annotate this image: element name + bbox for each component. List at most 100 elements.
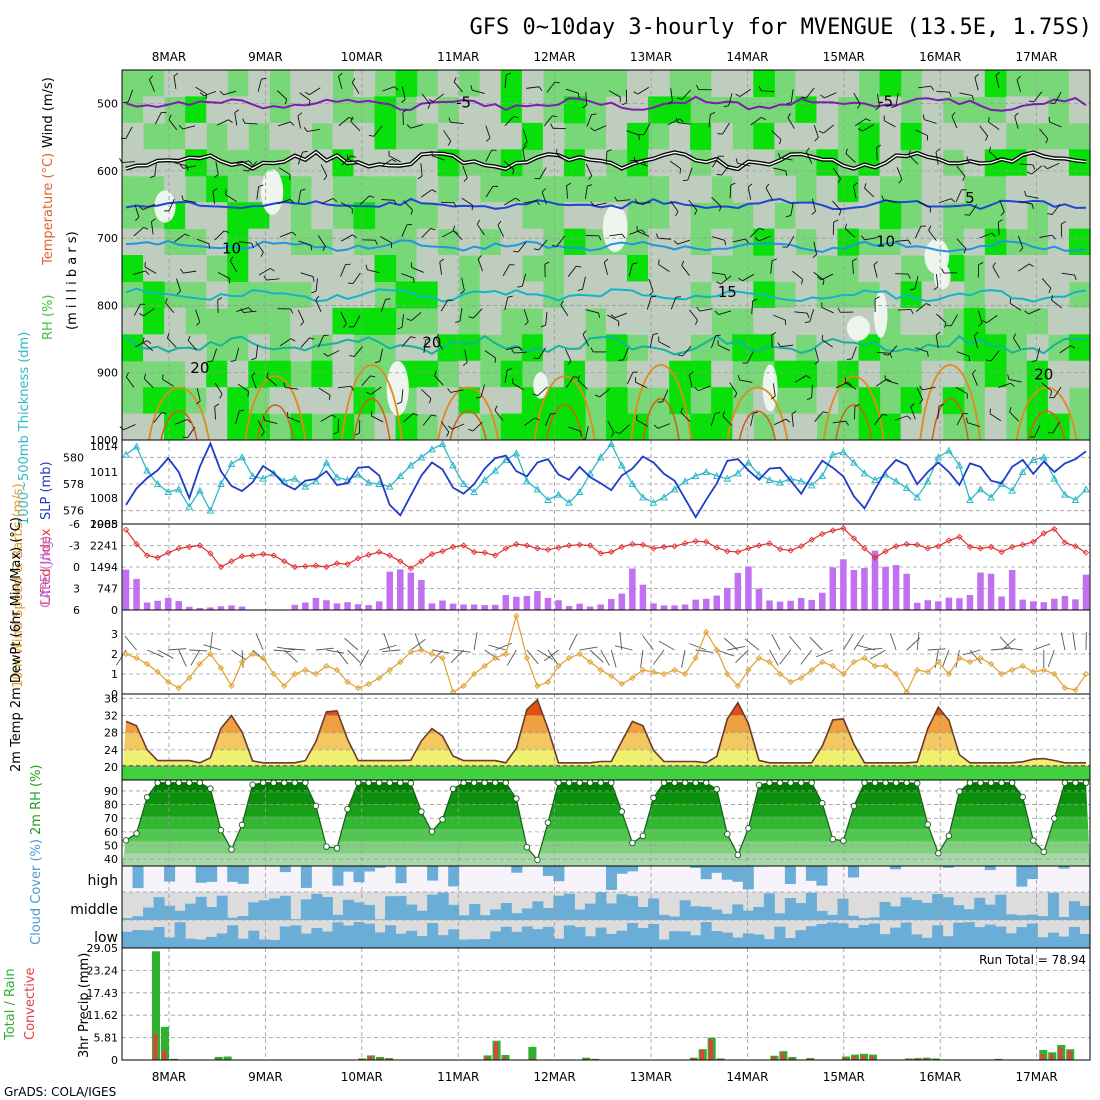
rh-cell: [416, 281, 439, 309]
rh-cell: [1047, 307, 1070, 335]
cape-bar: [966, 595, 974, 610]
thickness-point: [1061, 490, 1069, 498]
rh-cell: [164, 255, 186, 283]
wind-barb: [935, 335, 939, 349]
wind-barb-feather: [919, 385, 924, 391]
wind-barb-feather: [677, 354, 683, 357]
rh-point: [1040, 848, 1048, 856]
cloud-middle-bar: [1047, 892, 1059, 920]
wind-barb: [916, 632, 920, 651]
cloud-low-bar: [795, 930, 807, 948]
cape-bar: [207, 607, 214, 610]
rh-cell: [606, 281, 628, 309]
wind-barb: [423, 339, 426, 353]
rh-cell: [143, 307, 165, 335]
wind-barb: [127, 89, 134, 103]
wind-barb: [732, 238, 746, 243]
wind-barb: [476, 224, 485, 236]
cape-bar: [1082, 574, 1090, 610]
cloud-middle-bar: [858, 918, 870, 920]
wind-barb: [914, 276, 919, 289]
wind-barb: [183, 199, 197, 203]
cape-bar: [924, 600, 932, 610]
wind-barb: [237, 383, 249, 392]
wind-barb: [626, 130, 639, 136]
wind-barb: [401, 86, 406, 100]
wind-barb-feather: [641, 229, 646, 234]
wind-barb-feather: [1048, 396, 1054, 399]
rh-cell: [248, 413, 270, 441]
wind-barb: [600, 649, 610, 666]
thickness-point: [417, 453, 426, 461]
cloud-high-bar: [279, 866, 291, 873]
wind-barb-feather: [1048, 288, 1052, 294]
wind-speed-point: [175, 684, 182, 692]
lifted-index-point: [871, 554, 879, 561]
wind-barb-feather: [208, 243, 211, 249]
wind-barb-feather: [1051, 295, 1053, 301]
cape-bar: [608, 599, 615, 610]
wind-barb: [494, 410, 504, 421]
thickness-axis-label: 1000~500mb Thickness (dm): [17, 332, 32, 525]
cape-bar: [724, 587, 731, 610]
thickness-point: [385, 482, 394, 490]
wind-barb-feather: [966, 417, 968, 423]
wind-barb-feather: [845, 420, 849, 426]
wind-speed-point: [629, 674, 636, 682]
wind-barb: [603, 262, 608, 275]
wind-barb-feather: [413, 277, 415, 284]
rh-cell: [984, 281, 1007, 309]
wind-barb-feather: [462, 362, 468, 366]
wind-barb: [640, 649, 644, 668]
rh-dry-pocket: [533, 372, 548, 399]
wind-speed-point: [196, 660, 203, 668]
lifted-index-point: [787, 547, 794, 554]
wind-barb-feather: [300, 188, 306, 191]
wind-barb: [997, 222, 1000, 236]
wind-barb-feather: [738, 277, 743, 282]
wind-speed-point: [861, 654, 868, 662]
rh-point: [323, 843, 330, 850]
wind-barb: [297, 309, 305, 322]
cloud-middle-bar: [753, 906, 765, 920]
rh-cell: [500, 360, 523, 388]
wind-barb: [215, 161, 219, 175]
wind-barb: [959, 92, 973, 96]
cloud-low-bar: [753, 934, 765, 948]
wind-barb: [936, 313, 947, 324]
rh-point: [639, 832, 647, 840]
wind-barb: [716, 649, 734, 657]
wind-barb: [351, 82, 360, 94]
wind-barb: [1036, 347, 1041, 361]
rh-point: [1072, 779, 1079, 786]
rh-cell: [479, 70, 502, 98]
thickness-tick-label: 576: [63, 505, 84, 518]
rh-cell: [290, 96, 312, 124]
rh-cell: [458, 334, 481, 362]
lifted-index-point: [281, 558, 288, 565]
wind-barb-feather: [854, 403, 860, 407]
wind-barb: [681, 89, 692, 100]
cloud-low-bar: [385, 925, 397, 948]
cloud-high-bar: [700, 866, 712, 880]
rh-point: [280, 779, 288, 786]
wind-barb: [869, 649, 886, 660]
rh-dry-pocket: [873, 291, 888, 338]
wind-barb-feather: [434, 370, 437, 376]
thickness-point: [850, 458, 858, 466]
cape-bar: [555, 600, 562, 610]
rh-cell: [353, 307, 376, 335]
rh-cell: [437, 255, 460, 283]
cloud-low-bar: [521, 926, 533, 948]
wind-barb: [585, 426, 589, 440]
lifted-index-point: [154, 554, 161, 561]
rh-point: [122, 837, 130, 844]
wind-speed-point: [924, 668, 931, 676]
wind-barb: [682, 345, 692, 357]
cloud-middle-bar: [911, 900, 923, 920]
cloud-middle-bar: [437, 892, 449, 920]
wind-barb-feather: [1024, 310, 1029, 315]
wind-barb: [461, 277, 465, 291]
wind-barb: [998, 382, 1011, 388]
cloud-level-label: middle: [70, 902, 118, 918]
